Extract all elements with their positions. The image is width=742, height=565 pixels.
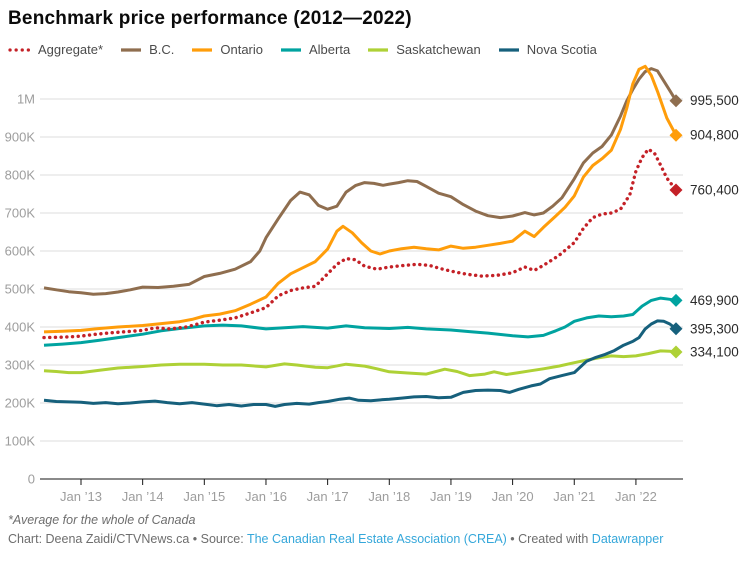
legend-swatch-ontario [192, 47, 213, 52]
y-tick-label: 100K [5, 434, 36, 449]
legend-item-b-c: B.C. [119, 42, 174, 57]
legend-label-b-c: B.C. [149, 42, 175, 57]
credit-middle: • Created with [506, 532, 592, 546]
chart-title: Benchmark price performance (2012—2022) [8, 8, 412, 29]
series-end-marker-alberta [669, 293, 683, 307]
x-tick-label: Jan ’13 [60, 489, 102, 504]
series-end-label-b-c: 995,500 [690, 93, 739, 108]
series-line-alberta [43, 296, 677, 347]
legend-item-nova-scotia: Nova Scotia [497, 42, 597, 57]
y-tick-label: 0 [28, 472, 35, 487]
legend-label-saskatchewan: Saskatchewan [396, 42, 481, 57]
y-tick-label: 200K [5, 396, 36, 411]
series-end-label-saskatchewan: 334,100 [690, 345, 739, 360]
y-tick-label: 900K [5, 130, 36, 145]
x-tick-label: Jan ’22 [615, 489, 657, 504]
legend-item-aggregate: Aggregate* [8, 42, 103, 57]
series-end-label-nova-scotia: 395,300 [690, 321, 739, 336]
legend-label-nova-scotia: Nova Scotia [526, 42, 597, 57]
source-link[interactable]: The Canadian Real Estate Association (CR… [246, 532, 507, 546]
series-end-marker-nova-scotia [669, 322, 683, 336]
series-line-saskatchewan [43, 349, 677, 378]
legend-item-saskatchewan: Saskatchewan [366, 42, 481, 57]
y-tick-label: 500K [5, 282, 36, 297]
x-tick-label: Jan ’19 [430, 489, 472, 504]
series-end-label-alberta: 469,900 [690, 293, 739, 308]
legend-swatch-alberta [281, 47, 301, 52]
y-tick-label: 600K [5, 244, 36, 259]
series-end-marker-aggregate [669, 183, 683, 197]
x-tick-label: Jan ’17 [307, 489, 349, 504]
datawrapper-link[interactable]: Datawrapper [591, 532, 664, 546]
legend-label-ontario: Ontario [220, 42, 263, 57]
x-tick-label: Jan ’20 [492, 489, 534, 504]
series-line-ontario [43, 64, 678, 334]
legend-swatch-b-c [121, 47, 142, 52]
x-tick-label: Jan ’16 [245, 489, 287, 504]
y-tick-label: 400K [5, 320, 36, 335]
x-tick-label: Jan ’15 [183, 489, 225, 504]
legend-swatch-saskatchewan [368, 47, 389, 52]
credit-line: Chart: Deena Zaidi/CTVNews.ca • Source: … [8, 532, 742, 546]
series-line-b-c [43, 67, 678, 296]
series-end-marker-ontario [669, 128, 683, 142]
series-end-marker-saskatchewan [669, 345, 683, 359]
legend-label-alberta: Alberta [309, 42, 351, 57]
series-line-aggregate [42, 147, 678, 340]
legend-swatch-nova-scotia [498, 47, 519, 52]
legend-item-alberta: Alberta [279, 42, 350, 57]
series-line-nova-scotia [43, 319, 677, 408]
y-tick-label: 300K [5, 358, 36, 373]
legend-label-aggregate: Aggregate* [38, 42, 104, 57]
series-end-label-aggregate: 760,400 [690, 183, 739, 198]
legend-item-ontario: Ontario [190, 42, 263, 57]
y-tick-label: 700K [5, 206, 36, 221]
x-tick-label: Jan ’14 [122, 489, 164, 504]
x-tick-label: Jan ’21 [553, 489, 595, 504]
legend: Aggregate* B.C. Ontario Alberta Saskatchewan… [8, 42, 742, 57]
legend-swatch-aggregate [8, 47, 32, 52]
series-end-label-ontario: 904,800 [690, 128, 739, 143]
credit-prefix: Chart: Deena Zaidi/CTVNews.ca • Source: [8, 532, 247, 546]
chart-footnote: *Average for the whole of Canada [8, 513, 196, 527]
price-chart: 0 100K 200K 300K 400K 500K 600K 700K 800K 900K 1M J… [5, 64, 739, 504]
y-tick-label: 1M [17, 92, 35, 107]
x-tick-label: Jan ’18 [368, 489, 410, 504]
series-end-marker-b-c [669, 94, 683, 108]
y-tick-label: 800K [5, 168, 36, 183]
